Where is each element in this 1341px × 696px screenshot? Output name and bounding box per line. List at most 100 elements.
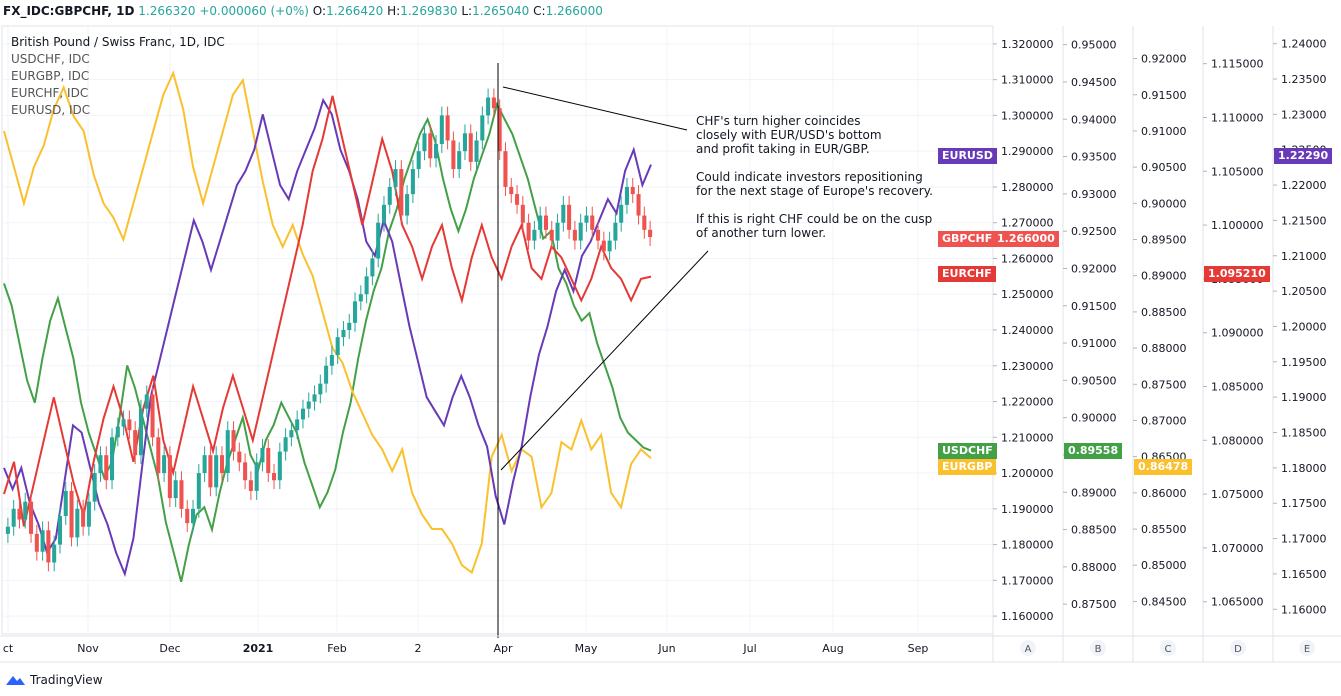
candle-body[interactable]: [63, 490, 68, 516]
candle-body[interactable]: [283, 437, 288, 452]
candle-body[interactable]: [173, 480, 178, 499]
candle-body[interactable]: [607, 240, 612, 252]
candle-body[interactable]: [277, 451, 282, 481]
candle-body[interactable]: [69, 490, 74, 538]
candle-body[interactable]: [196, 473, 201, 509]
candle-body[interactable]: [358, 294, 363, 302]
candle-body[interactable]: [619, 204, 624, 223]
candle-body[interactable]: [40, 530, 45, 552]
candle-body[interactable]: [110, 437, 115, 481]
candle-body[interactable]: [191, 508, 196, 524]
candle-body[interactable]: [133, 430, 138, 456]
candle-body[interactable]: [98, 455, 103, 474]
candle-body[interactable]: [167, 455, 172, 499]
candle-body[interactable]: [445, 115, 450, 141]
candle-body[interactable]: [295, 419, 300, 431]
candle-body[interactable]: [347, 322, 352, 330]
candle-body[interactable]: [121, 419, 126, 427]
candle-body[interactable]: [144, 394, 149, 409]
candle-body[interactable]: [624, 186, 629, 205]
candle-body[interactable]: [231, 430, 236, 452]
candle-body[interactable]: [491, 97, 496, 109]
candle-body[interactable]: [266, 448, 271, 474]
candle-body[interactable]: [202, 455, 207, 474]
candle-body[interactable]: [29, 501, 34, 534]
candle-body[interactable]: [486, 97, 491, 116]
legend-item-usdchf[interactable]: USDCHF, IDC: [11, 52, 90, 66]
legend-title[interactable]: British Pound / Swiss Franc, 1D, IDC: [11, 35, 225, 49]
candle-body[interactable]: [538, 215, 543, 230]
candle-body[interactable]: [428, 133, 433, 159]
candle-body[interactable]: [214, 455, 219, 488]
candle-body[interactable]: [185, 508, 190, 524]
candle-body[interactable]: [237, 451, 242, 463]
series-line-eurusd[interactable]: [3, 97, 652, 578]
candle-body[interactable]: [439, 115, 444, 145]
candle-body[interactable]: [468, 133, 473, 162]
candle-body[interactable]: [208, 455, 213, 488]
candle-body[interactable]: [353, 301, 358, 323]
candle-body[interactable]: [341, 330, 346, 338]
candle-body[interactable]: [590, 215, 595, 230]
candle-body[interactable]: [127, 419, 132, 431]
axis-letter-badge[interactable]: [1230, 640, 1246, 656]
candle-body[interactable]: [520, 204, 525, 223]
candle-body[interactable]: [515, 194, 520, 205]
legend-item-eurgbp[interactable]: EURGBP, IDC: [11, 69, 90, 83]
series-line-eurgbp[interactable]: [3, 70, 652, 575]
candle-body[interactable]: [503, 151, 508, 187]
candle-body[interactable]: [156, 437, 161, 474]
candle-body[interactable]: [11, 508, 16, 527]
candle-body[interactable]: [474, 140, 479, 162]
candle-body[interactable]: [376, 222, 381, 259]
candle-body[interactable]: [405, 194, 410, 216]
candle-body[interactable]: [526, 222, 531, 241]
trendline-upper[interactable]: [502, 86, 688, 131]
symbol-name[interactable]: FX_IDC:GBPCHF, 1D: [3, 4, 135, 18]
axis-letter-badge[interactable]: [1020, 640, 1036, 656]
candle-body[interactable]: [300, 408, 305, 420]
candle-body[interactable]: [289, 430, 294, 438]
series-line-eurchf[interactable]: [3, 95, 652, 527]
candle-body[interactable]: [480, 115, 485, 141]
candle-body[interactable]: [549, 229, 554, 241]
candle-body[interactable]: [92, 473, 97, 502]
candle-body[interactable]: [46, 530, 51, 563]
candle-body[interactable]: [243, 462, 248, 481]
candle-body[interactable]: [601, 240, 606, 252]
candle-body[interactable]: [613, 222, 618, 241]
candle-body[interactable]: [23, 501, 28, 520]
candle-body[interactable]: [434, 144, 439, 159]
axis-letter-badge[interactable]: [1160, 640, 1176, 656]
candle-body[interactable]: [248, 480, 253, 491]
candle-body[interactable]: [393, 169, 398, 187]
candle-body[interactable]: [162, 455, 167, 474]
candle-body[interactable]: [335, 337, 340, 356]
tradingview-logo[interactable]: TradingView: [4, 673, 103, 687]
candle-body[interactable]: [410, 169, 415, 195]
axis-letter-badge[interactable]: [1090, 640, 1106, 656]
candle-body[interactable]: [306, 401, 311, 409]
candle-body[interactable]: [462, 133, 467, 152]
candle-body[interactable]: [225, 430, 230, 474]
candle-body[interactable]: [451, 140, 456, 170]
candle-body[interactable]: [561, 204, 566, 223]
candle-body[interactable]: [57, 515, 62, 545]
candle-body[interactable]: [329, 355, 334, 366]
candle-body[interactable]: [318, 383, 323, 395]
candle-body[interactable]: [422, 133, 427, 152]
candle-body[interactable]: [543, 215, 548, 230]
candle-body[interactable]: [86, 501, 91, 527]
axis-letter-badge[interactable]: [1299, 640, 1315, 656]
candle-body[interactable]: [52, 544, 57, 563]
candle-body[interactable]: [150, 394, 155, 438]
candle-body[interactable]: [219, 455, 224, 474]
candle-body[interactable]: [312, 394, 317, 402]
candle-body[interactable]: [642, 215, 647, 230]
candle-body[interactable]: [416, 151, 421, 170]
candle-body[interactable]: [364, 276, 369, 295]
candle-body[interactable]: [254, 462, 259, 491]
candle-body[interactable]: [555, 222, 560, 241]
candle-body[interactable]: [260, 448, 265, 463]
candle-body[interactable]: [81, 508, 86, 527]
